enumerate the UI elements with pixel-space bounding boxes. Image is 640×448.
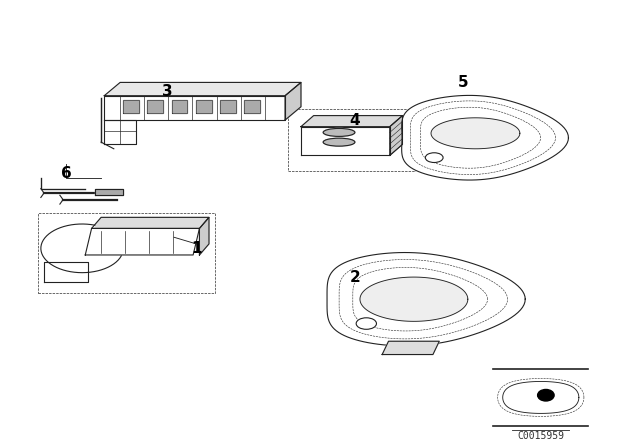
Ellipse shape xyxy=(323,129,355,136)
Polygon shape xyxy=(44,262,88,281)
Polygon shape xyxy=(196,100,211,113)
Text: 1: 1 xyxy=(191,241,202,256)
Polygon shape xyxy=(327,253,525,346)
Polygon shape xyxy=(431,118,520,149)
Polygon shape xyxy=(85,228,200,255)
Polygon shape xyxy=(104,120,136,144)
Ellipse shape xyxy=(323,138,355,146)
Ellipse shape xyxy=(356,318,376,329)
Polygon shape xyxy=(95,189,124,195)
Polygon shape xyxy=(200,217,209,255)
Circle shape xyxy=(538,389,554,401)
Polygon shape xyxy=(92,217,209,228)
Ellipse shape xyxy=(426,153,443,163)
Text: 3: 3 xyxy=(163,84,173,99)
Text: 4: 4 xyxy=(349,112,360,128)
Polygon shape xyxy=(360,277,468,321)
Text: 5: 5 xyxy=(458,75,468,90)
Polygon shape xyxy=(124,100,139,113)
Polygon shape xyxy=(220,100,236,113)
Polygon shape xyxy=(244,100,260,113)
Polygon shape xyxy=(382,341,439,354)
Polygon shape xyxy=(390,116,403,155)
Polygon shape xyxy=(301,127,390,155)
Polygon shape xyxy=(41,224,122,273)
Polygon shape xyxy=(104,96,285,120)
Text: 2: 2 xyxy=(349,270,360,284)
Polygon shape xyxy=(402,95,568,180)
Polygon shape xyxy=(503,381,579,414)
Polygon shape xyxy=(285,82,301,120)
Polygon shape xyxy=(172,100,188,113)
Text: C0015959: C0015959 xyxy=(517,431,564,441)
Polygon shape xyxy=(104,82,301,96)
Polygon shape xyxy=(147,100,163,113)
Text: 6: 6 xyxy=(61,166,72,181)
Polygon shape xyxy=(301,116,403,127)
